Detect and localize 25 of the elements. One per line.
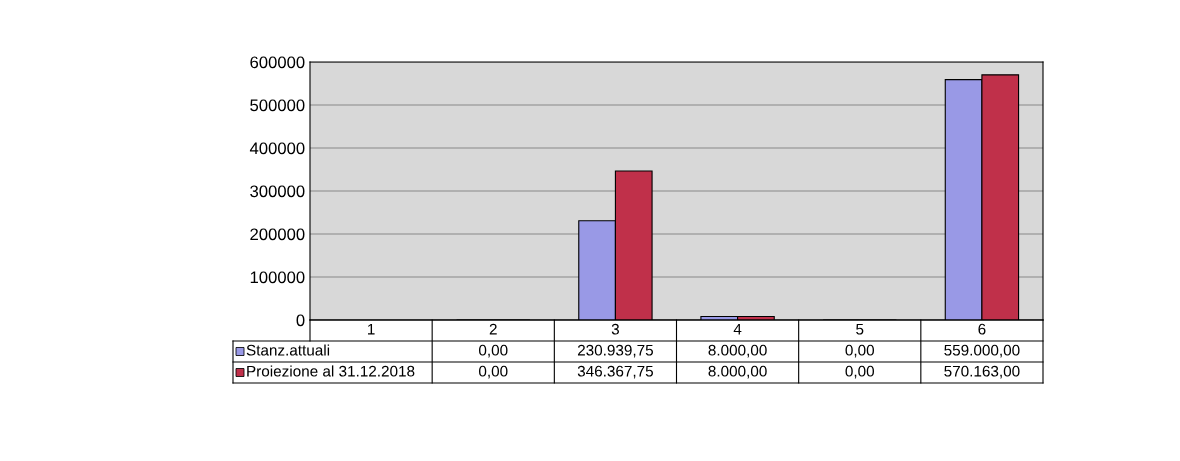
legend-label: Stanz.attuali — [246, 344, 330, 356]
data-label: 0,00 — [845, 365, 875, 379]
x-tick-label: 6 — [978, 323, 986, 335]
y-tick-label: 300000 — [250, 185, 305, 198]
x-tick-label: 5 — [856, 323, 864, 335]
data-label: 559.000,00 — [944, 344, 1020, 358]
data-label: 8.000,00 — [708, 365, 767, 379]
data-label: 0,00 — [478, 365, 508, 379]
y-tick-label: 200000 — [250, 228, 305, 241]
legend-label: Proiezione al 31.12.2018 — [247, 365, 415, 377]
x-tick-label: 2 — [489, 323, 497, 335]
y-tick-label: 500000 — [250, 99, 305, 112]
y-tick-label: 100000 — [250, 271, 305, 284]
x-tick-label: 4 — [733, 323, 742, 335]
y-tick-label: 600000 — [250, 56, 305, 69]
y-tick-label: 400000 — [249, 142, 305, 155]
data-label: 230.939,75 — [577, 344, 654, 358]
y-tick-label: 0 — [296, 314, 305, 327]
x-tick-label: 3 — [611, 323, 619, 335]
data-label: 8.000,00 — [708, 344, 767, 358]
data-label: 570.163,00 — [944, 365, 1020, 379]
data-label: 0,00 — [845, 344, 875, 358]
data-label: 346.367,75 — [577, 365, 654, 379]
x-tick-label: 1 — [368, 323, 375, 335]
data-label: 0,00 — [478, 344, 508, 358]
